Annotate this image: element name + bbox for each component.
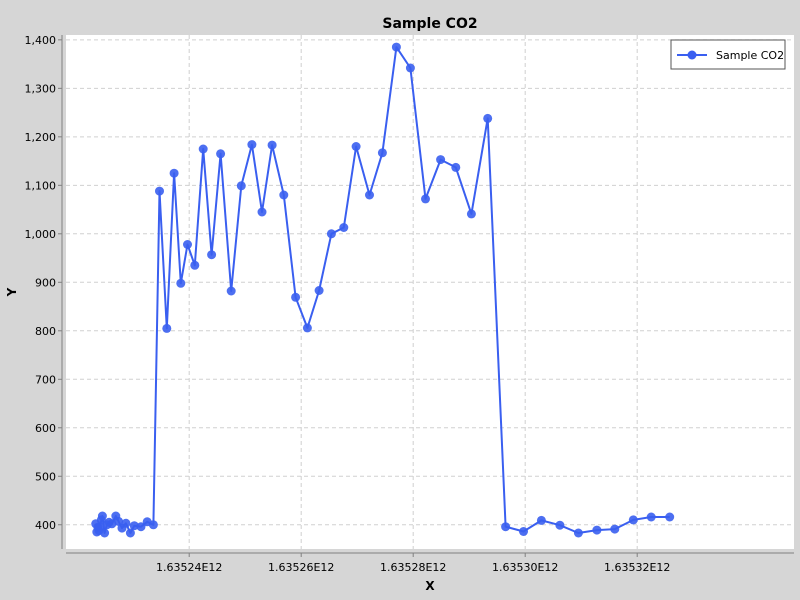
- data-point: [190, 260, 200, 270]
- data-point: [236, 181, 246, 191]
- series-layer: [91, 42, 675, 538]
- data-point: [302, 323, 312, 333]
- data-point: [136, 522, 146, 532]
- y-tick-label: 1,100: [25, 179, 57, 192]
- data-point: [226, 286, 236, 296]
- data-point: [339, 223, 349, 232]
- data-point: [501, 522, 511, 532]
- y-tick-label: 500: [35, 470, 56, 483]
- data-point: [97, 511, 107, 521]
- data-point: [610, 524, 620, 534]
- data-point: [148, 520, 158, 530]
- y-tick-label: 1,400: [25, 34, 57, 47]
- y-tick-label: 400: [35, 519, 56, 532]
- y-tick-label: 800: [35, 325, 56, 338]
- x-tick-label: 1.63528E12: [380, 561, 446, 574]
- data-point: [421, 194, 430, 204]
- data-point: [665, 512, 675, 522]
- legend: Sample CO2: [670, 39, 786, 70]
- data-point: [207, 250, 217, 260]
- y-ticks: 400 500 600 700 800 900 1,000 1,100 1,200 1,300 1,…: [25, 34, 62, 532]
- data-point: [628, 515, 638, 525]
- legend-swatch-marker: [687, 50, 697, 60]
- data-point: [114, 516, 124, 526]
- data-point: [257, 207, 267, 217]
- data-point: [279, 190, 289, 200]
- data-point: [129, 521, 139, 531]
- data-point: [391, 42, 401, 52]
- y-tick-label: 1,200: [25, 131, 57, 144]
- data-point: [176, 278, 186, 288]
- plot-area: [66, 35, 794, 549]
- data-point: [519, 527, 528, 536]
- data-point: [326, 229, 336, 239]
- data-point: [436, 155, 446, 165]
- data-point: [573, 528, 583, 538]
- data-point: [351, 142, 361, 151]
- data-point: [125, 528, 135, 538]
- y-tick-label: 600: [35, 422, 56, 435]
- data-point: [121, 518, 131, 528]
- data-point: [216, 149, 226, 159]
- x-tick-label: 1.63526E12: [268, 561, 334, 574]
- x-tick-label: 1.63532E12: [604, 561, 670, 574]
- data-point: [536, 515, 546, 525]
- y-tick-label: 900: [35, 276, 56, 289]
- data-point: [247, 140, 257, 150]
- data-point: [483, 113, 493, 123]
- y-tick-label: 700: [35, 373, 56, 386]
- data-point: [291, 292, 301, 302]
- chart-title: Sample CO2: [382, 16, 477, 32]
- y-tick-label: 1,000: [25, 228, 57, 241]
- x-tick-label: 1.63530E12: [492, 561, 558, 574]
- data-point: [592, 525, 602, 535]
- data-point: [155, 186, 164, 196]
- axes: [61, 35, 794, 554]
- data-point: [646, 512, 656, 522]
- x-axis-label: X: [425, 579, 435, 593]
- data-point: [314, 286, 324, 295]
- legend-label: Sample CO2: [716, 49, 784, 62]
- data-point: [267, 140, 277, 150]
- data-point: [100, 528, 110, 538]
- y-tick-label: 1,300: [25, 82, 57, 95]
- y-axis-label: Y: [5, 287, 19, 297]
- data-point: [198, 144, 208, 154]
- data-point: [466, 209, 476, 219]
- data-point: [365, 190, 374, 200]
- x-tick-label: 1.63524E12: [156, 561, 222, 574]
- x-ticks: 1.63524E12 1.63526E12 1.63528E12 1.63530E12…: [156, 553, 670, 574]
- data-point: [451, 162, 461, 172]
- data-point: [169, 168, 179, 178]
- data-point: [405, 63, 415, 73]
- data-point: [183, 240, 192, 249]
- data-point: [555, 520, 565, 530]
- data-point: [162, 323, 172, 333]
- data-point: [377, 148, 387, 158]
